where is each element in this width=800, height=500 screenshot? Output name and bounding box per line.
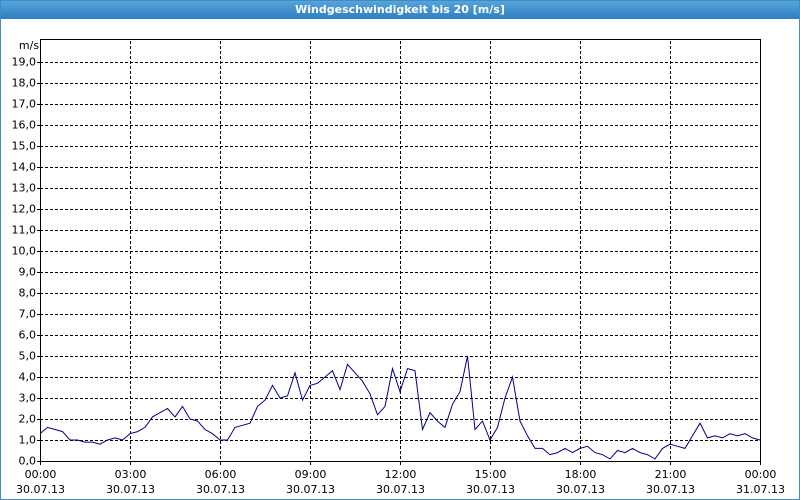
x-tick-label: 09:00 xyxy=(295,468,327,481)
x-tick-label: 03:00 xyxy=(115,468,147,481)
x-tick-label: 00:00 xyxy=(25,468,57,481)
x-tick-label: 12:00 xyxy=(385,468,417,481)
plot-border xyxy=(40,39,761,462)
x-tick-date: 30.07.13 xyxy=(286,483,335,496)
y-tick-label: 14,0 xyxy=(12,161,37,174)
x-tick-label: 15:00 xyxy=(475,468,507,481)
y-tick-label: 11,0 xyxy=(12,224,37,237)
x-tick-date: 30.07.13 xyxy=(556,483,605,496)
y-tick-label: 13,0 xyxy=(12,182,37,195)
y-tick-label: 17,0 xyxy=(12,98,37,111)
x-tick-date: 30.07.13 xyxy=(646,483,695,496)
x-tick-date: 30.07.13 xyxy=(106,483,155,496)
x-tick-date: 30.07.13 xyxy=(196,483,245,496)
y-tick-label: 1,0 xyxy=(19,434,37,447)
x-tick-date: 31.07.13 xyxy=(736,483,785,496)
x-tick-date: 30.07.13 xyxy=(466,483,515,496)
x-tick-label: 21:00 xyxy=(655,468,687,481)
y-tick-label: 2,0 xyxy=(19,413,37,426)
y-tick-label: 0,0 xyxy=(19,455,37,468)
y-tick-label: 9,0 xyxy=(19,266,37,279)
x-tick-date: 30.07.13 xyxy=(16,483,65,496)
y-tick-label: 16,0 xyxy=(12,119,37,132)
x-tick-date: 30.07.13 xyxy=(376,483,425,496)
title-bar xyxy=(0,0,800,19)
y-tick-label: 7,0 xyxy=(19,308,37,321)
y-tick-label: 18,0 xyxy=(12,77,37,90)
y-tick-label: 19,0 xyxy=(12,56,37,69)
chart-title: Windgeschwindigkeit bis 20 [m/s] xyxy=(295,3,505,16)
y-tick-label: 12,0 xyxy=(12,203,37,216)
x-tick-label: 06:00 xyxy=(205,468,237,481)
x-tick-label: 18:00 xyxy=(565,468,597,481)
y-tick-label: 5,0 xyxy=(19,350,37,363)
y-axis-label: m/s xyxy=(19,39,39,52)
y-tick-label: 15,0 xyxy=(12,140,37,153)
y-tick-label: 8,0 xyxy=(19,287,37,300)
y-tick-label: 4,0 xyxy=(19,371,37,384)
y-tick-label: 3,0 xyxy=(19,392,37,405)
y-tick-label: 6,0 xyxy=(19,329,37,342)
x-tick-label: 00:00 xyxy=(745,468,777,481)
y-tick-label: 10,0 xyxy=(12,245,37,258)
data-line xyxy=(39,355,761,460)
